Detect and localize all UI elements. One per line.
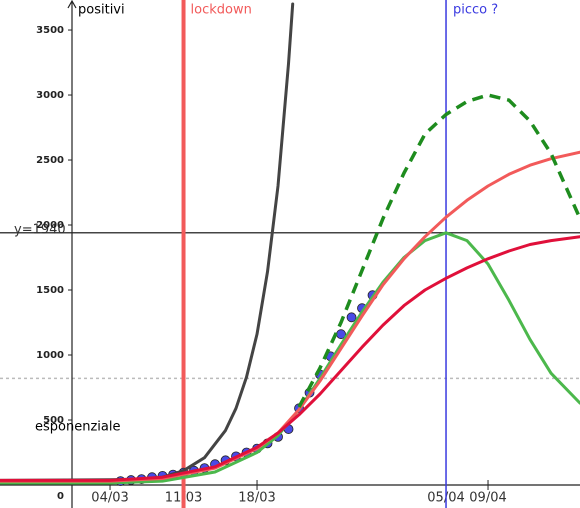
data-point bbox=[346, 312, 357, 323]
y-tick-label: 1500 bbox=[36, 285, 64, 296]
y-tick-label: 2000 bbox=[36, 220, 64, 231]
y-tick-label: 0 bbox=[57, 491, 64, 502]
curve bbox=[297, 93, 580, 408]
curve bbox=[0, 235, 580, 482]
y-axis-label: positivi bbox=[78, 3, 125, 18]
x-tick-label: 09/04 bbox=[469, 490, 506, 505]
y-tick-label: 1000 bbox=[36, 350, 64, 361]
y-tick-label: 3000 bbox=[36, 90, 64, 101]
annotation: esponenziale bbox=[35, 420, 120, 435]
y-axis-arrow bbox=[67, 0, 77, 9]
y-tick-label: 2500 bbox=[36, 155, 64, 166]
x-tick-label: 18/03 bbox=[238, 490, 275, 505]
reference-label: y=1940 bbox=[14, 222, 66, 237]
y-tick-label: 3500 bbox=[36, 25, 64, 36]
curve bbox=[0, 231, 580, 485]
y-tick-label: 500 bbox=[43, 415, 64, 426]
x-tick-label: 04/03 bbox=[91, 490, 128, 505]
reference-label: lockdown bbox=[191, 3, 252, 18]
curve bbox=[0, 2, 295, 482]
reference-label: picco ? bbox=[453, 3, 498, 18]
